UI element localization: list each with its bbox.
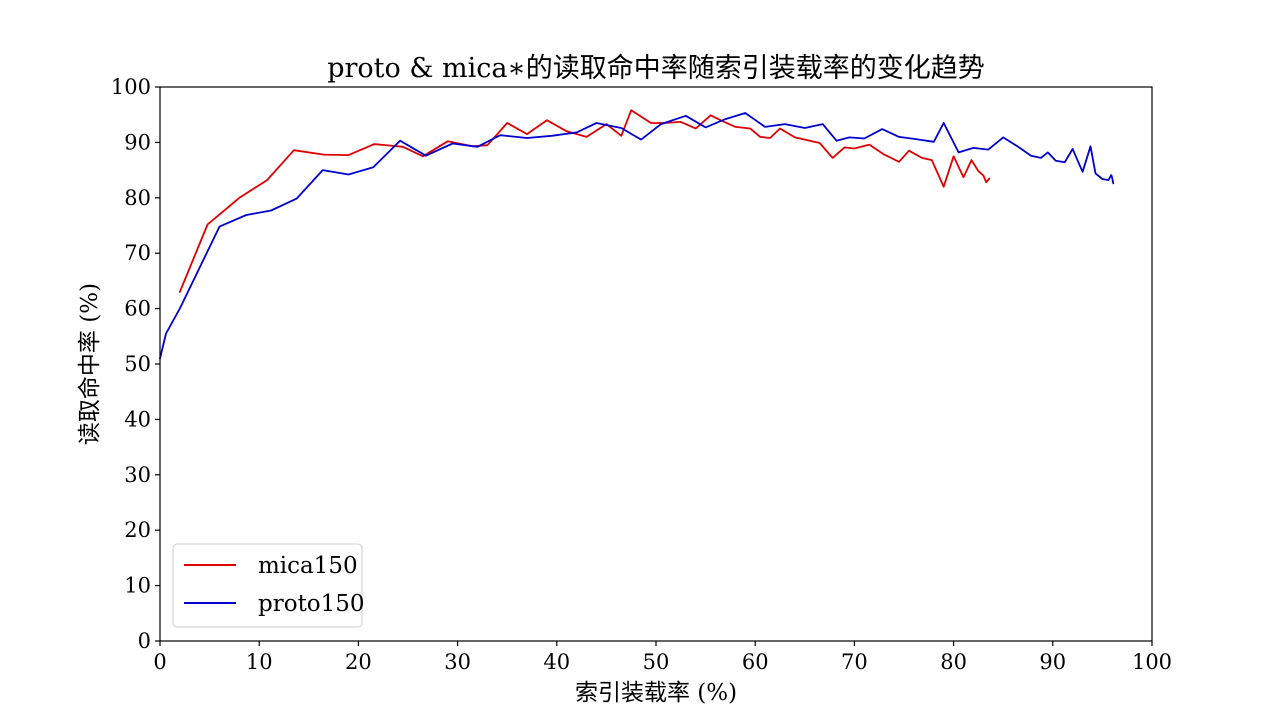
x-tick-label: 40 (543, 650, 570, 674)
y-tick-label: 0 (138, 629, 151, 653)
y-tick-label: 10 (124, 574, 151, 598)
legend: mica150 proto150 (172, 543, 365, 628)
plot-frame (159, 86, 1153, 642)
x-tick-label: 10 (246, 650, 273, 674)
series-line-proto150 (159, 112, 1115, 360)
y-axis-title: 读取命中率 (%) (77, 283, 103, 445)
y-tick-label: 70 (124, 241, 151, 265)
y-tick-label: 100 (111, 75, 151, 99)
y-tick-label: 20 (124, 518, 151, 542)
x-tick-label: 50 (643, 650, 670, 674)
x-tick-label: 80 (940, 650, 967, 674)
x-tick-label: 100 (1132, 650, 1172, 674)
x-axis-title: 索引装载率 (%) (575, 680, 737, 706)
y-tick-label: 30 (124, 463, 151, 487)
series-line-mica150 (178, 109, 991, 293)
x-tick-label: 0 (153, 650, 166, 674)
legend-label: mica150 (258, 553, 358, 579)
y-tick-label: 50 (124, 352, 151, 376)
x-axis: 0 10 20 30 40 50 60 70 80 90 100 (153, 641, 1172, 674)
x-tick-label: 30 (444, 650, 471, 674)
y-tick-label: 60 (124, 297, 151, 321)
y-tick-label: 80 (124, 186, 151, 210)
x-tick-label: 90 (1039, 650, 1066, 674)
y-axis: 0 10 20 30 40 50 60 70 80 90 100 (111, 75, 160, 653)
legend-label: proto150 (258, 591, 365, 617)
x-tick-label: 70 (841, 650, 868, 674)
y-tick-label: 90 (124, 130, 151, 154)
y-tick-label: 40 (124, 407, 151, 431)
x-tick-label: 60 (742, 650, 769, 674)
x-tick-label: 20 (345, 650, 372, 674)
plot-area (159, 109, 1115, 360)
chart-title: proto & mica∗的读取命中率随索引装载率的变化趋势 (327, 53, 985, 84)
